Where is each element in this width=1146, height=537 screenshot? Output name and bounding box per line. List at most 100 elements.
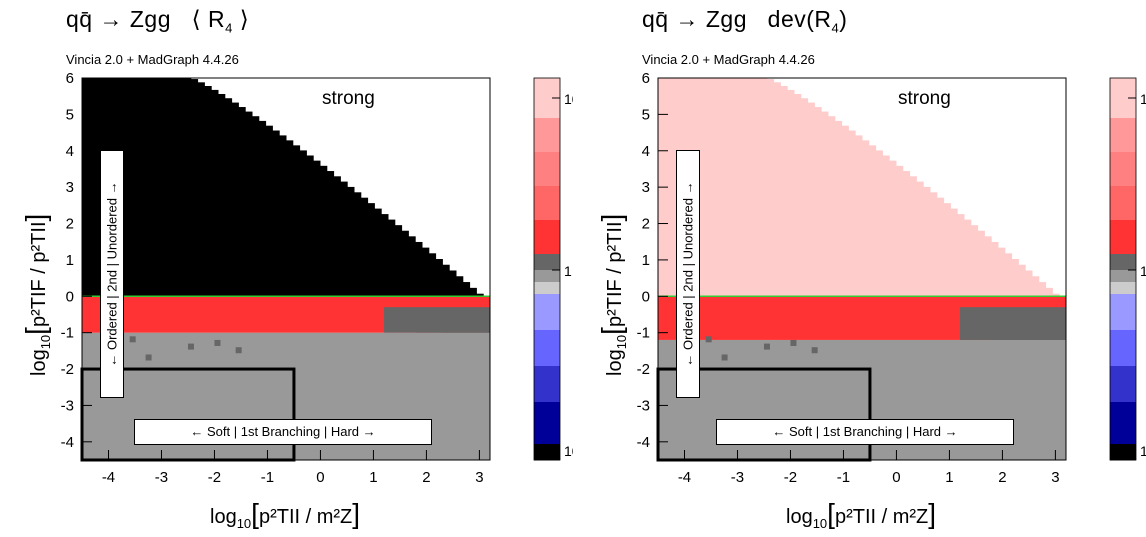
x-tick-label: -3 — [155, 469, 168, 486]
heatmap-cell-upper — [773, 82, 781, 297]
heatmap-cell-upper — [821, 111, 829, 297]
colorbar-segment — [534, 444, 560, 461]
heatmap-cell-upper — [449, 270, 457, 297]
heatmap-cell-upper — [848, 130, 856, 297]
vertical-region-label: ← Ordered | 2nd | Unordered → — [676, 150, 700, 398]
y-tick-label: -4 — [637, 434, 650, 451]
heatmap-cell-upper — [698, 78, 707, 297]
heatmap-cell-upper — [943, 203, 951, 297]
y-tick-label: 4 — [66, 143, 74, 160]
heatmap-cell-upper — [841, 125, 849, 297]
chart-subtitle: Vincia 2.0 + MadGraph 4.4.26 — [642, 52, 815, 67]
x-tick-label: 2 — [998, 469, 1006, 486]
heatmap-cell-upper — [231, 102, 239, 297]
colorbar-segment — [534, 152, 560, 187]
y-tick-label: 1 — [642, 252, 650, 269]
chart-panel-left: qq̄ → Zgg ⟨ R4 ⟩ Vincia 2.0 + MadGraph 4… — [20, 6, 573, 531]
heatmap-cells — [82, 78, 490, 460]
heatmap-cell-upper — [279, 135, 287, 297]
heatmap-cell-upper — [306, 155, 314, 297]
x-tick-label: -2 — [208, 469, 221, 486]
heatmap-cell-upper — [998, 247, 1006, 297]
heatmap-cell-upper — [780, 85, 788, 297]
heatmap-cell-dark — [763, 343, 770, 350]
heatmap-cell-upper — [224, 98, 233, 297]
heatmap-cell-upper — [313, 160, 321, 297]
heatmap-cell-upper — [760, 78, 768, 297]
heatmap-cell-upper — [129, 78, 137, 297]
heatmap-cell-upper — [156, 78, 165, 297]
colorbar-segment — [534, 270, 560, 283]
heatmap-cell-upper — [286, 140, 294, 297]
colorbar-segment — [534, 186, 560, 221]
y-tick-label: 4 — [642, 143, 650, 160]
colorbar-segment — [1110, 254, 1136, 271]
y-tick-label: -3 — [61, 397, 74, 414]
heatmap-cell-upper — [1011, 259, 1019, 297]
heatmap-cell-upper — [834, 120, 843, 297]
heatmap-cell-upper — [868, 145, 877, 297]
heatmap-cell-upper — [367, 203, 375, 297]
colorbar-segment — [1110, 118, 1136, 153]
heatmap-cell-upper — [190, 79, 199, 297]
heatmap-cell-dark — [145, 354, 152, 361]
heatmap-cell-upper — [916, 181, 924, 297]
heatmap-cell-upper — [394, 225, 403, 297]
heatmap-cell-upper — [753, 78, 761, 297]
heatmap-cell-upper — [435, 259, 443, 297]
vertical-region-label: ← Ordered | 2nd | Unordered → — [100, 150, 124, 398]
colorbar-tick-label: 10 — [1140, 91, 1146, 107]
heatmap-cell-upper — [923, 186, 931, 297]
heatmap-cell-upper — [143, 78, 151, 297]
colorbar-tick-label: 1 — [564, 263, 572, 279]
heatmap-cell-upper — [456, 276, 464, 297]
heatmap-cell-upper — [950, 208, 958, 297]
heatmap-cell-upper — [1052, 293, 1060, 297]
horizontal-region-label: ← Soft | 1st Branching | Hard → — [716, 419, 1014, 445]
colorbar-segment — [534, 330, 560, 367]
heatmap-cell-upper — [814, 107, 822, 297]
plot-frame — [81, 77, 491, 461]
heatmap-cell-upper — [347, 186, 355, 297]
heatmap-cell-upper — [238, 107, 246, 297]
heatmap-cell-upper — [828, 116, 836, 297]
heatmap-cell-upper — [664, 78, 673, 297]
colorbar-tick-label: 10-1 — [1140, 441, 1146, 459]
x-tick-label: 1 — [945, 469, 953, 486]
heatmap-cell-upper — [882, 155, 890, 297]
heatmap-cell-upper — [1032, 276, 1040, 297]
y-tick-label: 1 — [66, 252, 74, 269]
x-tick-label: -1 — [837, 469, 850, 486]
heatmap-cell-upper — [1038, 282, 1047, 297]
heatmap-cell-upper — [360, 197, 369, 297]
heatmap-cell-upper — [442, 264, 450, 297]
heatmap-cell-upper — [388, 219, 396, 297]
heatmap-cell-upper — [462, 282, 471, 297]
y-tick-label: -1 — [61, 325, 74, 342]
heatmap-cell-upper — [136, 78, 144, 297]
heatmap-cell-upper — [671, 78, 679, 297]
x-tick-label: 3 — [475, 469, 483, 486]
heatmap-cell-upper — [177, 78, 185, 297]
heatmap-cell-upper — [163, 78, 171, 297]
heatmap-cell-upper — [732, 78, 741, 297]
y-tick-label: 2 — [66, 216, 74, 233]
x-tick-label: 3 — [1051, 469, 1059, 486]
heatmap-cell-upper — [422, 247, 430, 297]
heatmap-cell-upper — [415, 241, 423, 297]
heatmap-cell-upper — [150, 78, 158, 297]
x-tick-label: -1 — [261, 469, 274, 486]
plot-frame — [657, 77, 1067, 461]
y-tick-label: 5 — [66, 106, 74, 123]
heatmap-cell-upper — [204, 85, 212, 297]
colorbar-tick-label: 10-1 — [564, 441, 573, 459]
heatmap-cell-upper — [354, 192, 362, 297]
y-tick-label: 0 — [642, 288, 650, 305]
heatmap-cell-upper — [970, 225, 979, 297]
colorbar-segment — [534, 402, 560, 445]
heatmap-cell-upper — [333, 176, 341, 297]
heatmap-cell-dark — [811, 347, 818, 354]
y-tick-label: 6 — [642, 70, 650, 87]
